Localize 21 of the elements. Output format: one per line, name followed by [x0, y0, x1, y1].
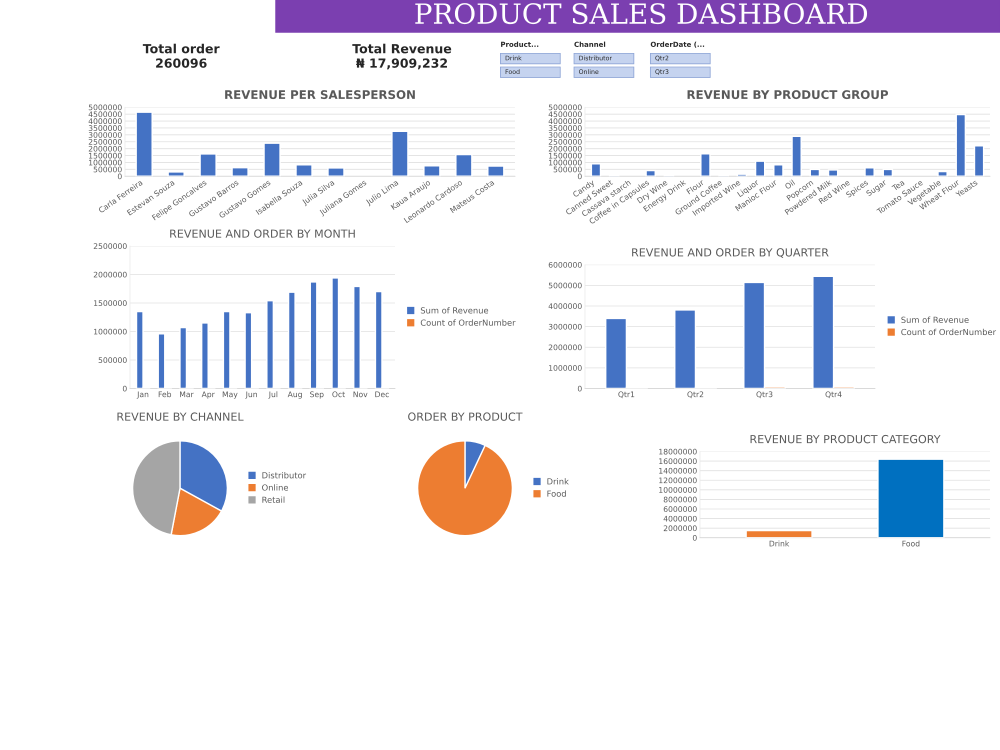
chart-title: REVENUE BY PRODUCT GROUP: [688, 90, 888, 100]
legend-label: Distributor: [262, 472, 306, 478]
legend-label: Count of OrderNumber: [420, 319, 516, 326]
chart-title: REVENUE BY CHANNEL: [117, 412, 244, 421]
text: 260096: [156, 58, 207, 68]
text: PRODUCT SALES DASHBOARD: [415, 3, 868, 24]
text: Total Revenue: [352, 44, 452, 54]
chart-title: ORDER BY PRODUCT: [408, 412, 523, 421]
legend-label: Food: [547, 490, 566, 497]
legend-label: Sum of Revenue: [901, 316, 969, 323]
chart-title: REVENUE AND ORDER BY QUARTER: [632, 248, 829, 258]
chart-title: REVENUE PER SALESPERSON: [225, 90, 415, 100]
legend-label: Retail: [262, 496, 284, 503]
text: ₦ 17,909,232: [356, 58, 447, 70]
legend-label: Sum of Revenue: [420, 307, 488, 314]
text: Total order: [142, 44, 220, 54]
legend-label: Drink: [547, 478, 569, 484]
legend-label: Count of OrderNumber: [901, 328, 996, 336]
legend-label: Online: [262, 484, 288, 491]
chart-title: REVENUE BY PRODUCT CATEGORY: [750, 434, 941, 444]
chart-title: REVENUE AND ORDER BY MONTH: [170, 229, 355, 238]
